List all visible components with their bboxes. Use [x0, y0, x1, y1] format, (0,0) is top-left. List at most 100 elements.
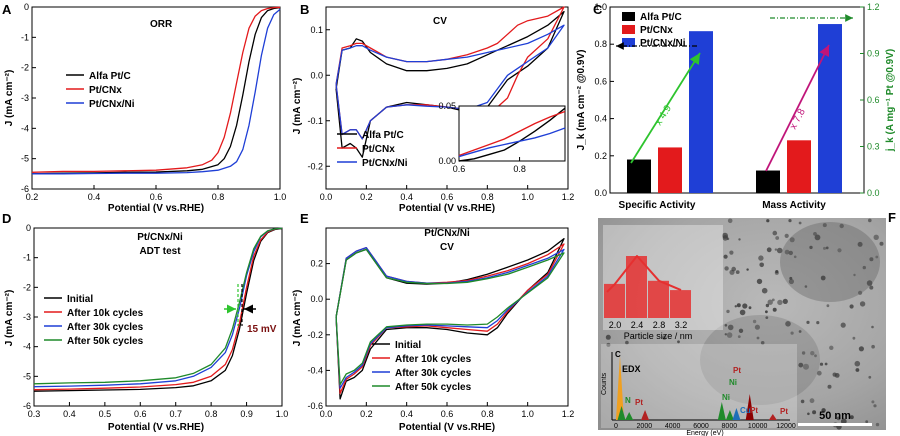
bar-pt-cnx-ni-mass [818, 24, 842, 193]
legend-swatch-ptcnxni [622, 38, 635, 47]
legend-label-initial: Initial [67, 294, 93, 305]
edx-element-label: Pt [733, 366, 741, 375]
nanoparticle [850, 415, 854, 420]
inset-xtick-label: 0.6 [453, 164, 466, 174]
histogram-tick-label: 3.2 [675, 320, 688, 330]
edx-title: EDX [622, 364, 641, 374]
nanoparticle [849, 304, 854, 309]
panel-e-xtick-label: 1.0 [521, 409, 534, 419]
panel-d-xtick-label: 0.7 [169, 409, 182, 419]
legend-label-ptcnxni: Pt/CNx/Ni [640, 38, 686, 49]
nanoparticle [784, 233, 789, 238]
legend-label-alfa: Alfa Pt/C [640, 12, 682, 23]
nanoparticle [771, 298, 775, 302]
nanoparticle [605, 334, 611, 340]
panel-d-xtick-label: 0.9 [240, 409, 253, 419]
nanoparticle [724, 333, 727, 336]
nanoparticle [742, 303, 748, 309]
nanoparticle [866, 280, 873, 286]
panel-c-ytick-label: 0.4 [594, 114, 607, 124]
panel-b-legend: Alfa Pt/C Pt/CNx Pt/CNx/Ni [337, 130, 408, 169]
panel-a-title: ORR [150, 19, 173, 30]
panel-d-ytick-label: -4 [23, 342, 31, 352]
bar-alfa-pt-c-mass [756, 170, 780, 193]
nanoparticle [756, 278, 763, 285]
nanoparticle [812, 410, 817, 415]
edx-peak [732, 408, 741, 420]
histogram-bar [604, 283, 625, 318]
nanoparticle [772, 230, 778, 236]
panel-label-e: E [300, 211, 309, 226]
panel-e-legend: Initial After 10k cycles After 30k cycle… [372, 340, 472, 393]
nanoparticle [852, 336, 856, 340]
legend-label-ptcnxni: Pt/CNx/Ni [89, 99, 135, 110]
panel-a-ylabel: J (mA cm⁻²) [4, 70, 15, 127]
panel-b-ytick-label: -0.1 [307, 116, 323, 126]
legend-label-initial: Initial [395, 340, 421, 351]
panel-d-xtick-label: 0.4 [63, 409, 76, 419]
panel-b-inset: 0.6 0.8 0.00 0.05 [438, 101, 566, 174]
nanoparticle [836, 416, 841, 421]
nanoparticle [677, 340, 680, 344]
edx-ylabel: Counts [601, 372, 608, 395]
nanoparticle [727, 218, 733, 224]
edx-element-label: N [625, 396, 631, 405]
nanoparticle [869, 257, 874, 262]
edx-peak [745, 394, 754, 420]
nanoparticle [837, 248, 842, 253]
nanoparticle [606, 342, 611, 347]
legend-label-ptcnx: Pt/CNx [640, 25, 673, 36]
nanoparticle [726, 332, 733, 338]
nanoparticle [726, 309, 730, 314]
panel-e-ytick-label: -0.4 [307, 365, 323, 375]
panel-b-title: CV [433, 16, 447, 27]
nanoparticle [806, 320, 810, 324]
histogram-bar [626, 256, 647, 318]
nanoparticle [793, 255, 797, 259]
nanoparticle [858, 290, 863, 295]
legend-label-ptcnx: Pt/CNx [89, 85, 122, 96]
nanoparticle [822, 223, 827, 228]
edx-element-label: C [615, 350, 621, 359]
edx-peak [717, 402, 726, 420]
particle-cluster [700, 315, 820, 405]
edx-tick-label: 2000 [637, 423, 653, 430]
nanoparticle [814, 234, 821, 241]
panel-e-title-line2: CV [440, 242, 454, 253]
edx-tick-label: 0 [614, 423, 618, 430]
panel-b-ytick-label: 0.1 [310, 25, 323, 35]
edx-element-label: Ni [729, 378, 737, 387]
nanoparticle [772, 307, 777, 312]
edx-element-label: Pt [750, 406, 758, 415]
nanoparticle [767, 299, 773, 305]
nanoparticle [774, 270, 779, 275]
panel-c-ylabel-right: j_k (A mg⁻¹ Pt @0.9V) [885, 49, 896, 152]
edx-tick-label: 4000 [665, 423, 681, 430]
nanoparticle [738, 328, 744, 333]
panel-b-ytick-label: -0.2 [307, 161, 323, 171]
edx-element-label: Cu [740, 406, 751, 415]
panel-b-ytick-label: 0.0 [310, 70, 323, 80]
nanoparticle [869, 285, 874, 290]
nanoparticle [748, 306, 752, 310]
panel-d-xtick-label: 0.5 [99, 409, 112, 419]
nanoparticle [834, 373, 840, 378]
scale-bar [798, 423, 872, 426]
nanoparticle [875, 255, 879, 259]
nanoparticle [854, 360, 861, 367]
panel-a-xtick-label: 0.2 [26, 192, 39, 202]
nanoparticle [809, 245, 813, 250]
nanoparticle [738, 238, 741, 241]
nanoparticle [813, 232, 817, 236]
nanoparticle [803, 363, 809, 370]
nanoparticle [879, 241, 884, 246]
edx-element-label: Pt [635, 398, 643, 407]
particle-size-histogram: 2.0 2.4 2.8 3.2 [604, 255, 691, 330]
nanoparticle [871, 400, 875, 404]
category-specific-activity: Specific Activity [619, 200, 696, 211]
nanoparticle [625, 340, 629, 345]
panel-a-xtick-label: 0.4 [88, 192, 101, 202]
shift-label: 15 mV [247, 324, 277, 335]
nanoparticle [774, 248, 778, 251]
